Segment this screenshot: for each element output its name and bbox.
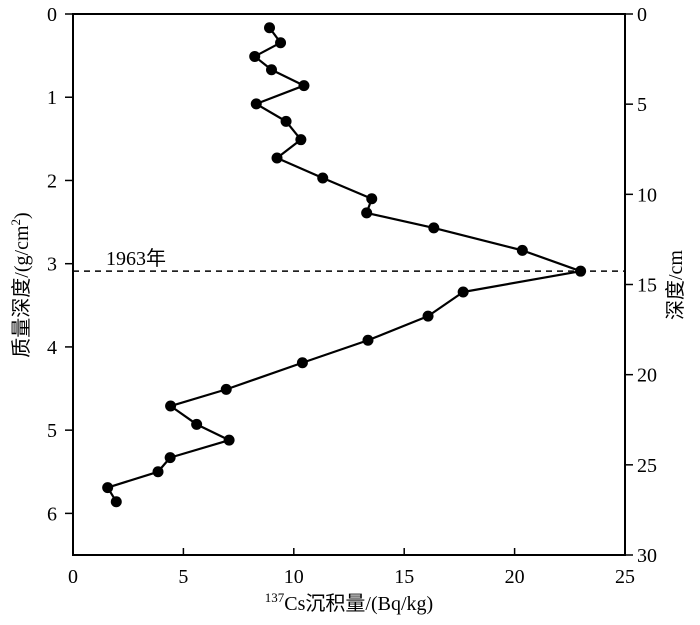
- y2-tick-label: 25: [637, 455, 657, 477]
- x-tick-label: 10: [284, 566, 304, 588]
- series-segment: [276, 156, 324, 179]
- data-point: [223, 434, 235, 446]
- y-tick-label: 6: [47, 503, 57, 525]
- 1963-label: 1963年: [106, 247, 166, 270]
- y-tick-label: 2: [47, 170, 57, 192]
- x-tick-label: 15: [394, 566, 414, 588]
- data-point: [271, 152, 283, 164]
- y2-tick-label: 30: [637, 545, 657, 567]
- data-point: [366, 193, 378, 205]
- data-point: [275, 37, 287, 49]
- data-point: [575, 265, 587, 277]
- series-segment: [107, 470, 159, 489]
- y2-tick-label: 5: [637, 94, 647, 116]
- data-point: [317, 172, 329, 184]
- data-point: [428, 222, 440, 234]
- x-label-superscript: 137: [265, 590, 285, 605]
- x-tick-label: 5: [178, 566, 188, 588]
- x-label-text: Cs沉积量/(Bq/kg): [284, 592, 433, 615]
- y-tick-label: 5: [47, 420, 57, 442]
- series-segment: [271, 68, 305, 87]
- data-point: [249, 50, 261, 62]
- y2-tick-label: 0: [637, 4, 647, 26]
- data-point: [362, 334, 374, 346]
- data-point: [361, 207, 373, 219]
- series-segment: [196, 423, 230, 442]
- data-point: [295, 134, 307, 146]
- series-segment: [462, 270, 581, 294]
- data-point: [296, 357, 308, 369]
- data-point: [102, 482, 114, 494]
- data-point: [110, 496, 122, 508]
- series-segment: [366, 211, 435, 229]
- x-tick-label: 20: [505, 566, 525, 588]
- series-segment: [322, 176, 373, 200]
- data-point: [250, 98, 262, 110]
- series-segment: [225, 361, 303, 391]
- y2-tick-label: 10: [637, 184, 657, 206]
- x-tick-label: 0: [68, 566, 78, 588]
- series-segment: [302, 339, 369, 364]
- series-segment: [170, 388, 227, 408]
- y2-tick-label: 20: [637, 365, 657, 387]
- data-point: [298, 80, 310, 92]
- series-segment: [169, 439, 230, 459]
- y-tick-label: 4: [47, 337, 57, 359]
- y-tick-label: 3: [47, 254, 57, 276]
- data-point: [457, 286, 469, 298]
- data-point: [265, 64, 277, 76]
- y-label-end: ): [11, 212, 33, 219]
- series-segment: [433, 226, 523, 252]
- y-axis-label: 质量深度/(g/cm2): [8, 212, 33, 357]
- y-tick-label: 1: [47, 87, 57, 109]
- data-point: [191, 418, 203, 430]
- data-point: [164, 452, 176, 464]
- data-point: [220, 383, 232, 395]
- data-point: [280, 115, 292, 127]
- data-point: [165, 400, 177, 412]
- series-segment: [367, 315, 429, 342]
- x-tick-label: 25: [615, 566, 635, 588]
- series-segment: [427, 291, 464, 318]
- data-point: [422, 310, 434, 322]
- data-point: [264, 22, 276, 34]
- y-label-text: 质量深度/(g/cm: [10, 225, 33, 358]
- series-segment: [255, 84, 305, 105]
- y2-tick-label: 15: [637, 275, 657, 297]
- y-label-superscript: 2: [8, 219, 23, 226]
- y-tick-label: 0: [47, 4, 57, 26]
- y2-axis-label: 深度/cm: [664, 250, 687, 320]
- data-point: [152, 466, 164, 478]
- data-point: [516, 244, 528, 256]
- series-segment: [521, 249, 581, 273]
- series-segment: [255, 102, 287, 123]
- x-axis-label: 137Cs沉积量/(Bq/kg): [265, 590, 433, 615]
